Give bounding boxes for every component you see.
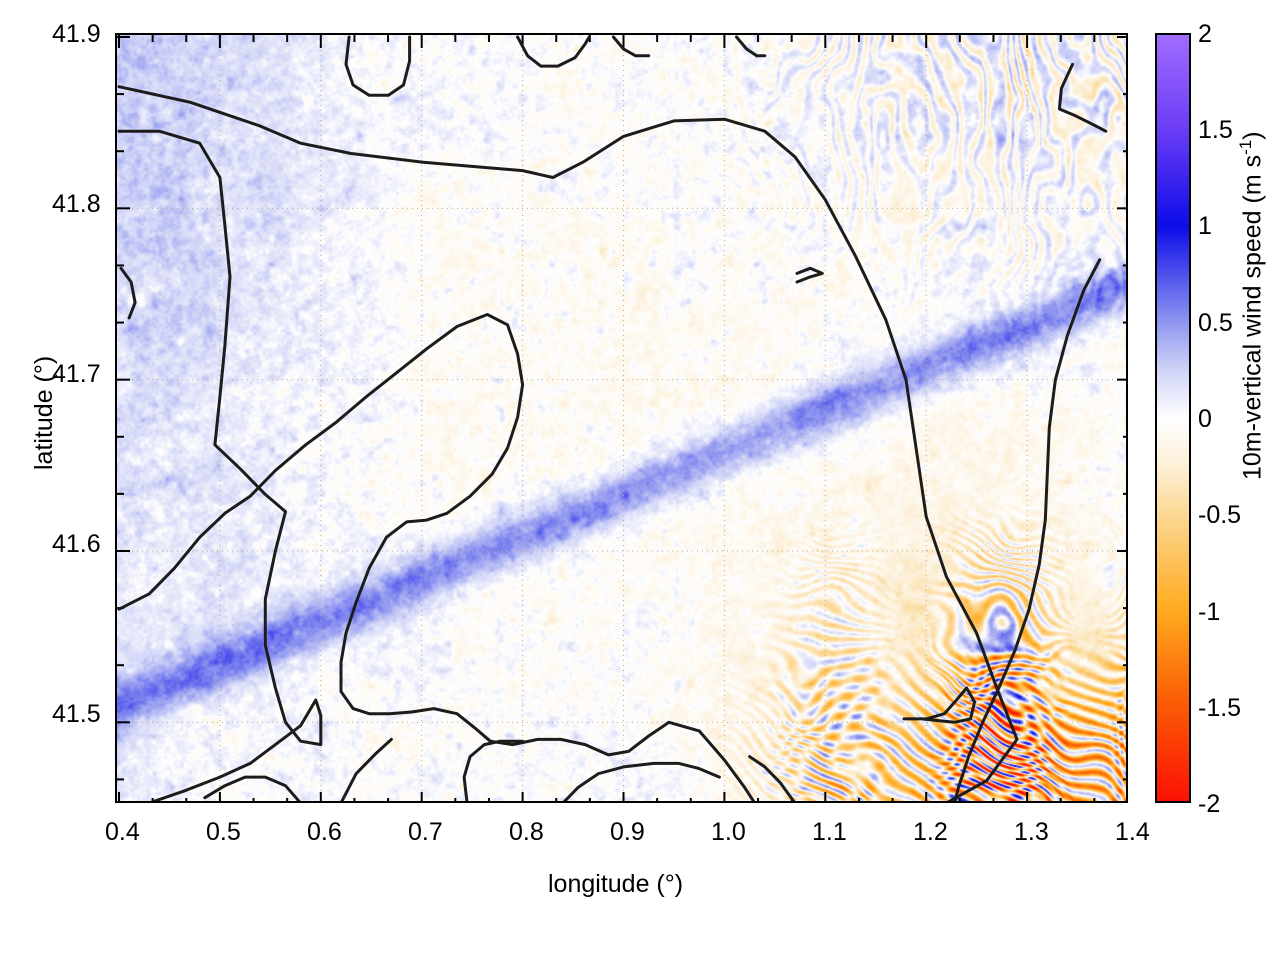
colorbar-title-prefix: 10m-vertical wind speed (m s [1238, 154, 1267, 480]
colorbar-gradient [1157, 35, 1189, 801]
wind-speed-heatmap [117, 35, 1126, 801]
cbtick--1: -1 [1198, 598, 1221, 626]
cbtick--0.5: -0.5 [1198, 501, 1242, 529]
y-axis-title: latitude (°) [30, 355, 58, 470]
xtick-1.0: 1.0 [711, 818, 746, 846]
plot-area [115, 33, 1128, 803]
colorbar-title-suffix: ) [1238, 131, 1267, 140]
contour-overlay [117, 35, 1126, 801]
xtick-1.2: 1.2 [913, 818, 948, 846]
xtick-0.9: 0.9 [610, 818, 645, 846]
ytick-41.8: 41.8 [52, 190, 101, 218]
x-axis-title: longitude (°) [548, 870, 684, 898]
ytick-41.5: 41.5 [52, 700, 101, 728]
xtick-1.1: 1.1 [812, 818, 847, 846]
ytick-41.9: 41.9 [52, 20, 101, 48]
cbtick--2: -2 [1198, 790, 1221, 818]
colorbar-title-exponent: -1 [1236, 139, 1255, 155]
cbtick-1.5: 1.5 [1198, 116, 1233, 144]
cbtick-0.5: 0.5 [1198, 309, 1233, 337]
xtick-0.6: 0.6 [307, 818, 342, 846]
colorbar [1155, 33, 1191, 803]
cbtick--1.5: -1.5 [1198, 694, 1242, 722]
cbtick-2: 2 [1198, 20, 1212, 48]
xtick-0.8: 0.8 [509, 818, 544, 846]
xtick-0.5: 0.5 [206, 818, 241, 846]
colorbar-title: 10m-vertical wind speed (m s-1) [1236, 131, 1267, 480]
cbtick-0: 0 [1198, 405, 1212, 433]
xtick-0.7: 0.7 [408, 818, 443, 846]
ytick-41.6: 41.6 [52, 530, 101, 558]
xtick-1.4: 1.4 [1115, 818, 1150, 846]
ytick-41.7: 41.7 [52, 360, 101, 388]
xtick-0.4: 0.4 [105, 818, 140, 846]
cbtick-1: 1 [1198, 212, 1212, 240]
xtick-1.3: 1.3 [1014, 818, 1049, 846]
